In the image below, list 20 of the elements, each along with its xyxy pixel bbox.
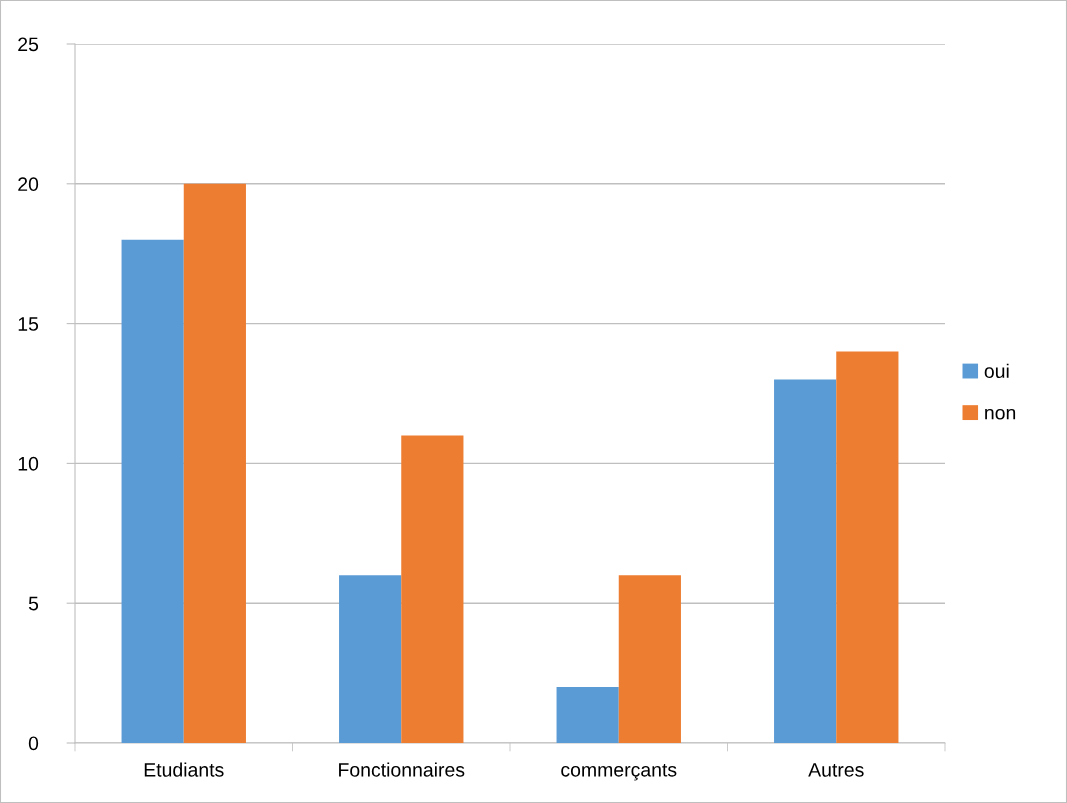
bar	[401, 435, 464, 743]
y-tick-label: 10	[18, 456, 39, 471]
bar	[836, 351, 899, 743]
bar	[618, 575, 681, 743]
bar	[183, 183, 246, 743]
x-tick-label: Autres	[808, 763, 864, 777]
y-tick-label: 0	[28, 736, 39, 751]
legend-label: non	[985, 408, 1016, 420]
bar	[774, 379, 837, 743]
legend-label: oui	[984, 363, 1009, 378]
y-tick-label: 15	[18, 317, 39, 331]
bar	[121, 239, 184, 743]
y-tick-label: 20	[18, 177, 39, 192]
bar	[556, 687, 619, 743]
x-tick-label: commerçants	[561, 763, 677, 781]
y-tick-label: 25	[18, 37, 39, 52]
x-tick-label: Etudiants	[144, 762, 224, 777]
bar	[339, 575, 402, 743]
x-tick-label: Fonctionnaires	[339, 762, 465, 777]
y-tick-label: 5	[28, 596, 39, 611]
